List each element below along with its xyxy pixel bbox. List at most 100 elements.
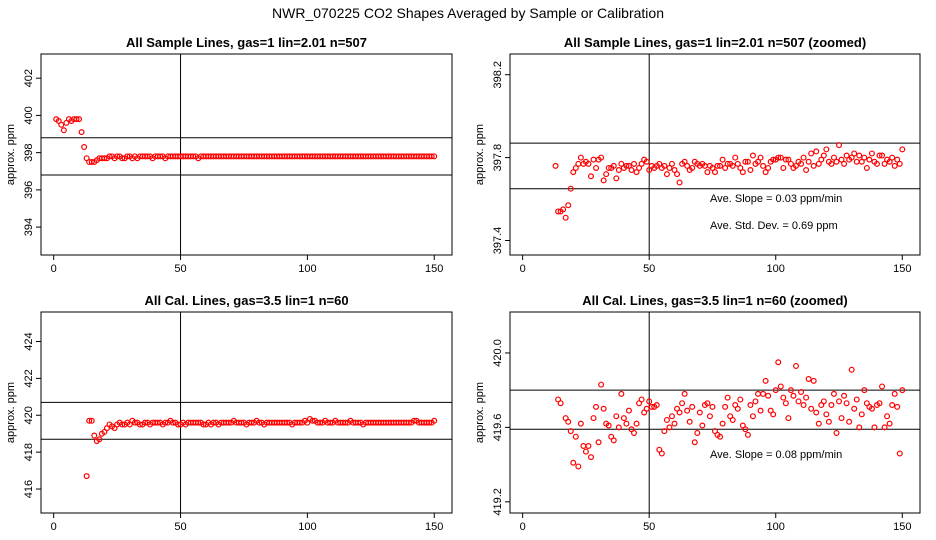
data-points	[552, 142, 906, 221]
data-point	[884, 413, 891, 420]
data-point	[587, 454, 594, 461]
data-point	[886, 420, 893, 427]
data-point	[787, 387, 794, 394]
data-point	[671, 420, 678, 427]
data-point	[658, 450, 665, 457]
data-point	[717, 433, 724, 440]
data-point	[284, 419, 291, 426]
data-point	[575, 463, 582, 470]
data-point	[646, 167, 653, 174]
x-tick-label: 50	[643, 263, 655, 275]
data-point	[101, 155, 108, 162]
data-point	[210, 419, 217, 426]
data-point	[195, 419, 202, 426]
data-point	[734, 405, 741, 412]
data-point	[190, 153, 197, 160]
y-tick-label: 418	[23, 443, 35, 461]
data-point	[749, 152, 756, 159]
x-tick-label: 150	[893, 263, 911, 275]
data-point	[557, 400, 564, 407]
data-point	[704, 400, 711, 407]
data-point	[91, 432, 98, 439]
data-point	[613, 175, 620, 182]
data-point	[785, 156, 792, 163]
data-point	[810, 162, 817, 169]
x-tick-label: 150	[893, 521, 911, 533]
data-point	[636, 164, 643, 171]
y-tick-label: 420.0	[492, 339, 504, 367]
x-tick-label: 50	[174, 263, 186, 275]
data-point	[646, 398, 653, 405]
data-point	[848, 366, 855, 373]
y-tick-label: 420	[23, 406, 35, 424]
data-point	[744, 431, 751, 438]
data-point	[595, 439, 602, 446]
x-tick-label: 0	[51, 521, 57, 533]
data-points	[53, 116, 438, 165]
data-point	[225, 419, 232, 426]
data-point	[795, 398, 802, 405]
data-point	[555, 208, 562, 215]
data-point	[131, 419, 138, 426]
data-point	[119, 421, 126, 428]
data-point	[749, 413, 756, 420]
data-point	[833, 158, 840, 165]
data-point	[843, 152, 850, 159]
data-point	[813, 409, 820, 416]
data-point	[676, 409, 683, 416]
data-point	[851, 150, 858, 157]
data-point	[876, 400, 883, 407]
data-point	[782, 156, 789, 163]
data-point	[674, 171, 681, 178]
data-point	[717, 162, 724, 169]
data-point	[894, 156, 901, 163]
data-point	[686, 418, 693, 425]
annotation: Ave. Slope = 0.08 ppm/min	[710, 449, 842, 461]
data-point	[570, 459, 577, 466]
data-point	[565, 202, 572, 209]
data-point	[124, 153, 131, 160]
data-point	[661, 428, 668, 435]
x-tick-label: 100	[298, 521, 316, 533]
y-axis-label: approx. ppm	[474, 382, 486, 443]
data-point	[668, 413, 675, 420]
panel-title: All Sample Lines, gas=1 lin=2.01 n=507	[126, 35, 367, 50]
y-tick-label: 416	[23, 480, 35, 498]
data-point	[248, 419, 255, 426]
x-tick-label: 100	[298, 263, 316, 275]
data-point	[787, 160, 794, 167]
data-point	[889, 402, 896, 409]
data-point	[838, 156, 845, 163]
data-point	[803, 167, 810, 174]
data-point	[755, 158, 762, 165]
data-point	[742, 158, 749, 165]
data-point	[694, 429, 701, 436]
data-point	[572, 164, 579, 171]
data-point	[747, 167, 754, 174]
data-point	[803, 394, 810, 401]
data-point	[775, 154, 782, 161]
data-point	[828, 160, 835, 167]
data-point	[719, 420, 726, 427]
data-point	[410, 417, 417, 424]
data-point	[623, 420, 630, 427]
data-point	[615, 167, 622, 174]
data-point	[729, 416, 736, 423]
data-point	[431, 417, 438, 424]
data-point	[405, 419, 412, 426]
data-point	[585, 443, 592, 450]
data-point	[815, 420, 822, 427]
data-point	[342, 419, 349, 426]
x-tick-label: 50	[174, 521, 186, 533]
data-point	[136, 421, 143, 428]
data-point	[823, 411, 830, 418]
data-point	[899, 387, 906, 394]
data-point	[879, 383, 886, 390]
y-tick-label: 402	[23, 69, 35, 87]
data-point	[355, 419, 362, 426]
data-point	[154, 419, 161, 426]
data-point	[747, 402, 754, 409]
data-point	[856, 152, 863, 159]
data-point	[327, 419, 334, 426]
